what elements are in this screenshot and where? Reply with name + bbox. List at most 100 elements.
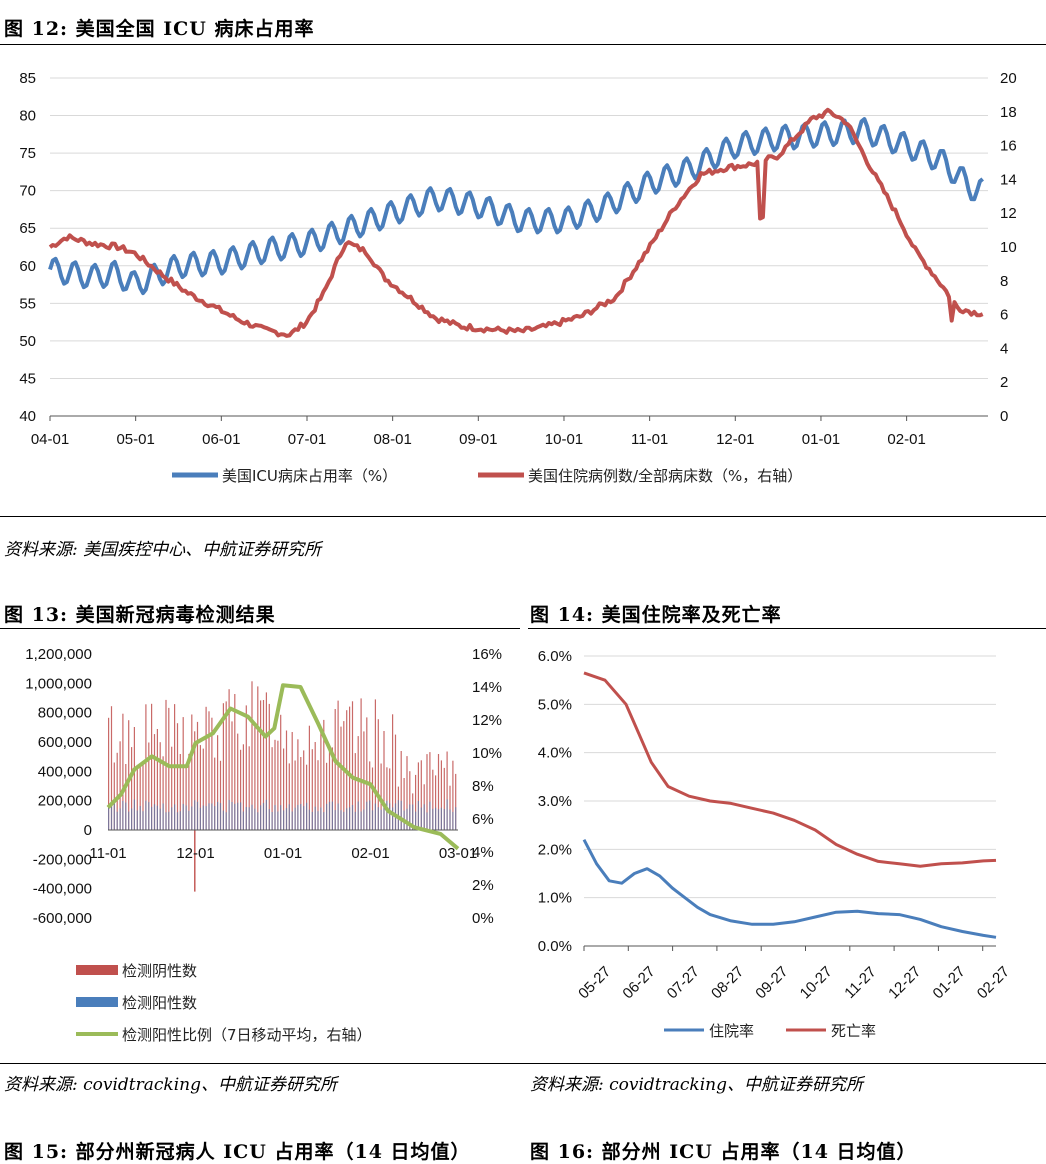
fig13-bar-positive [242, 811, 244, 830]
fig13-bar-positive [196, 801, 199, 830]
fig13-bar-positive [331, 801, 333, 830]
fig13-yleft-tick: 800,000 [38, 705, 92, 722]
fig13-bar-positive [400, 800, 402, 830]
fig14-ytick: 5.0% [538, 696, 572, 713]
fig12-yleft-tick: 85 [19, 70, 36, 87]
fig13-yleft-tick: -600,000 [33, 910, 92, 927]
fig13-top-rule [0, 628, 520, 629]
fig13-yright-tick: 16% [472, 646, 502, 663]
fig13-bar-positive [409, 804, 411, 830]
fig13-bar-negative [432, 769, 434, 830]
fig13-yright-tick: 2% [472, 877, 494, 894]
fig13-legend-swatch-neg [76, 965, 118, 975]
fig13-bar-negative [366, 717, 368, 830]
fig13-bar-positive [303, 806, 305, 830]
fig13-xtick: 03-01 [439, 845, 477, 862]
fig13-bar-positive [153, 804, 156, 830]
fig13-bar-negative [371, 767, 374, 830]
fig12-bottom-rule [0, 516, 1046, 517]
fig13-bar-positive [383, 802, 385, 830]
fig12-source: 资料来源: 美国疾控中心、中航证券研究所 [4, 540, 322, 560]
fig13-bar-positive [219, 803, 222, 830]
fig12-yleft-tick: 80 [19, 108, 36, 125]
fig13-bar-negative [429, 752, 431, 830]
fig13-bar-positive [435, 807, 437, 830]
fig13-bar-negative [440, 760, 442, 830]
fig13-bar-negative [248, 746, 250, 830]
fig13-xtick: 12-01 [176, 845, 214, 862]
fig13-bar-negative [110, 706, 113, 830]
fig13-bar-negative [254, 726, 256, 830]
fig13-bar-positive [108, 804, 110, 830]
fig13-yright-tick: 8% [472, 778, 494, 795]
fig14-title: 图 14: 美国住院率及死亡率 [530, 604, 782, 626]
fig13-bar-negative [125, 764, 127, 830]
fig13-bar-negative [320, 732, 322, 830]
fig12-xtick: 01-01 [802, 431, 840, 448]
fig13-bar-negative [108, 717, 110, 830]
fig13-bar-positive [280, 805, 282, 830]
fig13-bar-negative [211, 717, 213, 830]
fig13-bar-positive [125, 802, 127, 830]
fig13-bar-positive [452, 811, 454, 830]
fig13-bar-negative [323, 719, 325, 830]
fig13-bar-positive [271, 812, 273, 830]
fig13-bar-positive [288, 804, 290, 830]
fig12-yright-tick: 0 [1000, 408, 1008, 425]
fig13-bar-negative [383, 731, 385, 830]
fig13-bar-positive [131, 808, 133, 830]
fig13-bar-positive [386, 800, 388, 830]
fig13-bar-negative [168, 707, 170, 830]
fig13-bar-positive [251, 804, 253, 830]
fig13-bar-positive [363, 809, 365, 830]
fig13-bar-positive [254, 808, 256, 830]
fig13-bar-negative [151, 703, 153, 830]
fig13-bar-negative [403, 778, 405, 830]
fig13-bar-positive [354, 811, 356, 830]
fig13-bar-negative [374, 699, 376, 830]
fig12-yleft-tick: 65 [19, 220, 36, 237]
fig12-xtick: 02-01 [887, 431, 925, 448]
fig12-xtick: 07-01 [288, 431, 326, 448]
fig13-bar-negative [328, 748, 331, 830]
fig13-bar-positive [320, 807, 322, 830]
fig13-yleft-tick: -200,000 [33, 851, 92, 868]
fig13-bar-negative [199, 745, 201, 830]
fig13-bar-positive [440, 807, 442, 830]
fig13-bar-positive [334, 810, 336, 830]
fig13-bar-positive [142, 811, 144, 830]
fig13-bar-positive [228, 799, 230, 830]
fig13-bar-positive [176, 812, 179, 830]
fig13-bar-negative [306, 764, 308, 830]
fig13-bar-positive [202, 805, 204, 830]
fig13-bar-positive [446, 799, 448, 830]
fig13-bar-negative [171, 746, 173, 830]
fig13-bar-positive [300, 804, 302, 830]
fig13-bar-positive [317, 811, 319, 830]
fig12-yright-tick: 10 [1000, 239, 1017, 256]
fig13-bar-negative [340, 726, 342, 830]
fig13-bar-negative [268, 703, 270, 830]
fig13-bar-positive [188, 810, 190, 830]
fig12-xtick: 04-01 [31, 431, 69, 448]
fig13-bar-positive [323, 812, 325, 830]
fig13-bar-negative [369, 761, 371, 830]
fig13-bar-negative [145, 704, 147, 830]
fig13-bar-negative [349, 706, 351, 830]
fig13-bar-positive [371, 810, 374, 830]
fig13-bar-negative [191, 714, 193, 830]
fig14-xtick: 02-27 [974, 963, 1013, 1002]
fig13-bar-negative [257, 686, 259, 830]
fig13-bar-negative [326, 762, 328, 830]
fig12-yright-tick: 20 [1000, 70, 1017, 87]
fig13-bar-negative [202, 748, 204, 830]
fig13-bar-negative [176, 723, 179, 830]
fig13-bar-negative [271, 747, 273, 830]
fig13-bar-positive [262, 802, 265, 830]
fig12-series-hosp [48, 107, 984, 338]
fig12-yleft-tick: 75 [19, 145, 36, 162]
fig13-bar-negative [297, 739, 299, 830]
fig13-bar-positive [265, 799, 267, 830]
fig14-xtick: 09-27 [752, 963, 791, 1002]
fig13-bar-negative [217, 735, 219, 830]
